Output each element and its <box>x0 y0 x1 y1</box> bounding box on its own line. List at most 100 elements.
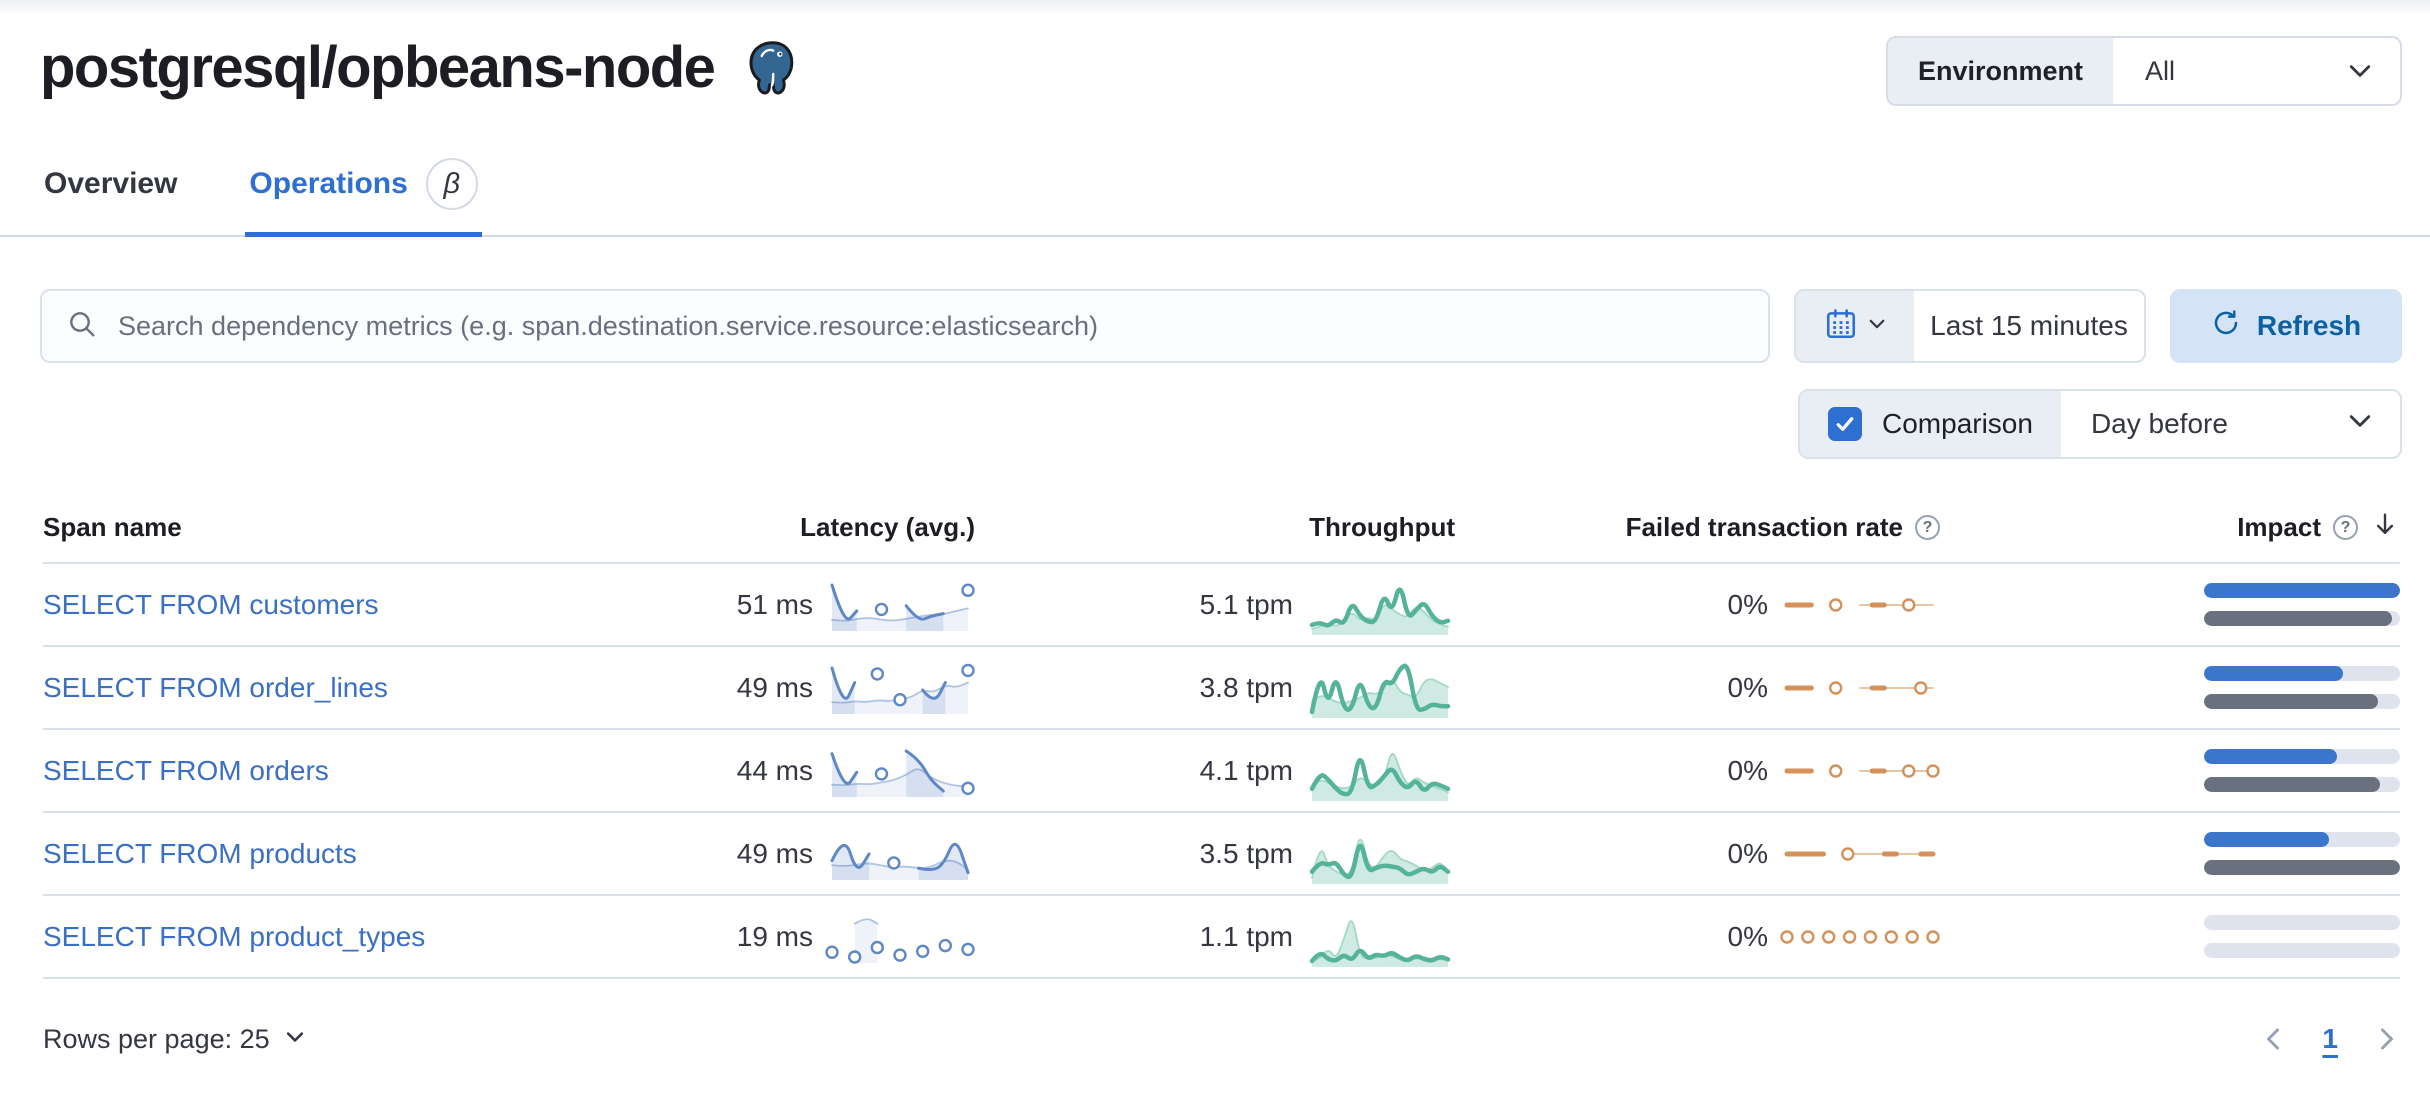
latency-value: 51 ms <box>736 588 813 620</box>
table-row: SELECT FROM orders 44 ms 4.1 tpm 0% <box>43 730 2400 813</box>
failed-rate-value: 0% <box>1727 588 1768 620</box>
impact-bar-current <box>2204 749 2400 764</box>
environment-value: All <box>2145 55 2176 86</box>
column-header-latency[interactable]: Latency (avg.) <box>585 512 975 543</box>
impact-bars <box>2204 749 2400 792</box>
rows-per-page-button[interactable]: Rows per page: 25 <box>43 1024 306 1055</box>
throughput-value: 1.1 tpm <box>1199 920 1293 952</box>
comparison-label: Comparison <box>1882 408 2033 439</box>
date-picker-calendar-button[interactable] <box>1796 291 1914 361</box>
date-picker: Last 15 minutes <box>1794 289 2146 363</box>
impact-bars <box>2204 583 2400 626</box>
latency-sparkline <box>830 842 970 880</box>
impact-bar-previous <box>2204 943 2400 958</box>
comparison-value: Day before <box>2090 408 2228 439</box>
latency-value: 19 ms <box>736 920 813 952</box>
failed-rate-sparkline <box>1784 846 1936 861</box>
page-title: postgresql/opbeans-node <box>40 35 716 100</box>
environment-select[interactable]: Environment All <box>1886 36 2402 106</box>
chevron-down-icon <box>2346 38 2400 104</box>
column-header-failed-rate[interactable]: Failed transaction rate <box>1455 512 1940 543</box>
latency-value: 44 ms <box>736 754 813 786</box>
table-row: SELECT FROM order_lines 49 ms 3.8 tpm 0% <box>43 647 2400 730</box>
table-footer: Rows per page: 25 1 <box>43 1023 2400 1055</box>
table-header-row: Span name Latency (avg.) Throughput Fail… <box>43 509 2400 564</box>
impact-bar-current <box>2204 666 2400 681</box>
comparison-control: Comparison Day before <box>1798 389 2402 459</box>
chevron-down-icon <box>2346 407 2374 442</box>
column-header-failed-rate-label: Failed transaction rate <box>1625 512 1903 542</box>
span-name-link[interactable]: SELECT FROM product_types <box>43 920 426 952</box>
page-header: postgresql/opbeans-node Environment All <box>0 0 2430 106</box>
failed-rate-sparkline <box>1784 680 1934 695</box>
help-icon[interactable] <box>2333 515 2358 540</box>
refresh-icon <box>2211 308 2241 345</box>
table-row: SELECT FROM product_types 19 ms 1.1 tpm … <box>43 896 2400 979</box>
chevron-down-icon <box>1867 314 1887 339</box>
span-name-link[interactable]: SELECT FROM products <box>43 837 357 869</box>
rows-per-page-label: Rows per page: 25 <box>43 1023 270 1054</box>
span-name-link[interactable]: SELECT FROM customers <box>43 588 379 620</box>
help-icon[interactable] <box>1915 515 1940 540</box>
comparison-toolbar: Comparison Day before <box>40 389 2402 459</box>
impact-bar-current <box>2204 915 2400 930</box>
pagination: 1 <box>2260 1023 2400 1055</box>
column-header-latency-label: Latency (avg.) <box>800 512 975 542</box>
throughput-sparkline <box>1309 587 1451 635</box>
throughput-value: 3.8 tpm <box>1199 671 1293 703</box>
search-box <box>40 289 1770 363</box>
top-shadow <box>0 0 2430 16</box>
impact-bars <box>2204 666 2400 709</box>
failed-rate-value: 0% <box>1727 671 1768 703</box>
failed-rate-value: 0% <box>1727 920 1768 952</box>
impact-bar-previous <box>2204 694 2400 709</box>
comparison-toggle: Comparison <box>1800 391 2061 457</box>
refresh-label: Refresh <box>2256 310 2362 341</box>
time-range-button[interactable]: Last 15 minutes <box>1914 291 2144 361</box>
impact-bar-current <box>2204 583 2400 598</box>
search-input[interactable] <box>118 310 1754 342</box>
impact-bars <box>2204 832 2400 875</box>
failed-rate-sparkline <box>1780 929 1940 944</box>
latency-value: 49 ms <box>736 837 813 869</box>
span-name-link[interactable]: SELECT FROM orders <box>43 754 329 786</box>
throughput-sparkline <box>1309 663 1451 718</box>
next-page-icon[interactable] <box>2374 1024 2400 1054</box>
throughput-sparkline <box>1309 838 1451 884</box>
impact-bar-previous <box>2204 611 2400 626</box>
operations-table: Span name Latency (avg.) Throughput Fail… <box>43 509 2400 979</box>
impact-bars <box>2204 915 2400 958</box>
previous-page-icon[interactable] <box>2260 1024 2286 1054</box>
failed-rate-sparkline <box>1784 763 1940 778</box>
failed-rate-sparkline <box>1784 597 1934 612</box>
search-icon <box>66 308 98 345</box>
environment-label: Environment <box>1888 38 2114 104</box>
beta-badge: β <box>425 158 478 210</box>
failed-rate-value: 0% <box>1727 754 1768 786</box>
column-header-throughput-label: Throughput <box>1309 512 1455 542</box>
latency-value: 49 ms <box>736 671 813 703</box>
impact-bar-previous <box>2204 777 2400 792</box>
column-header-span-name[interactable]: Span name <box>43 512 182 542</box>
tab-overview[interactable]: Overview <box>40 150 181 237</box>
latency-sparkline <box>825 917 975 964</box>
column-header-throughput[interactable]: Throughput <box>975 512 1455 543</box>
column-header-impact[interactable]: Impact <box>1940 509 2400 546</box>
page-number[interactable]: 1 <box>2322 1023 2338 1054</box>
column-header-impact-label: Impact <box>2237 512 2321 542</box>
comparison-select[interactable]: Day before <box>2061 391 2400 457</box>
impact-bar-previous <box>2204 860 2400 875</box>
table-row: SELECT FROM products 49 ms 3.5 tpm 0% <box>43 813 2400 896</box>
postgresql-icon <box>742 38 802 98</box>
tab-overview-label: Overview <box>44 167 178 200</box>
comparison-checkbox[interactable] <box>1828 407 1862 441</box>
tab-operations[interactable]: Operations β <box>245 150 482 237</box>
latency-sparkline <box>830 749 975 797</box>
time-range-value: Last 15 minutes <box>1930 310 2128 341</box>
span-name-link[interactable]: SELECT FROM order_lines <box>43 671 388 703</box>
table-row: SELECT FROM customers 51 ms 5.1 tpm 0% <box>43 564 2400 647</box>
refresh-button[interactable]: Refresh <box>2170 289 2402 363</box>
throughput-sparkline <box>1309 919 1451 967</box>
impact-bar-current <box>2204 832 2400 847</box>
calendar-icon <box>1824 307 1858 346</box>
